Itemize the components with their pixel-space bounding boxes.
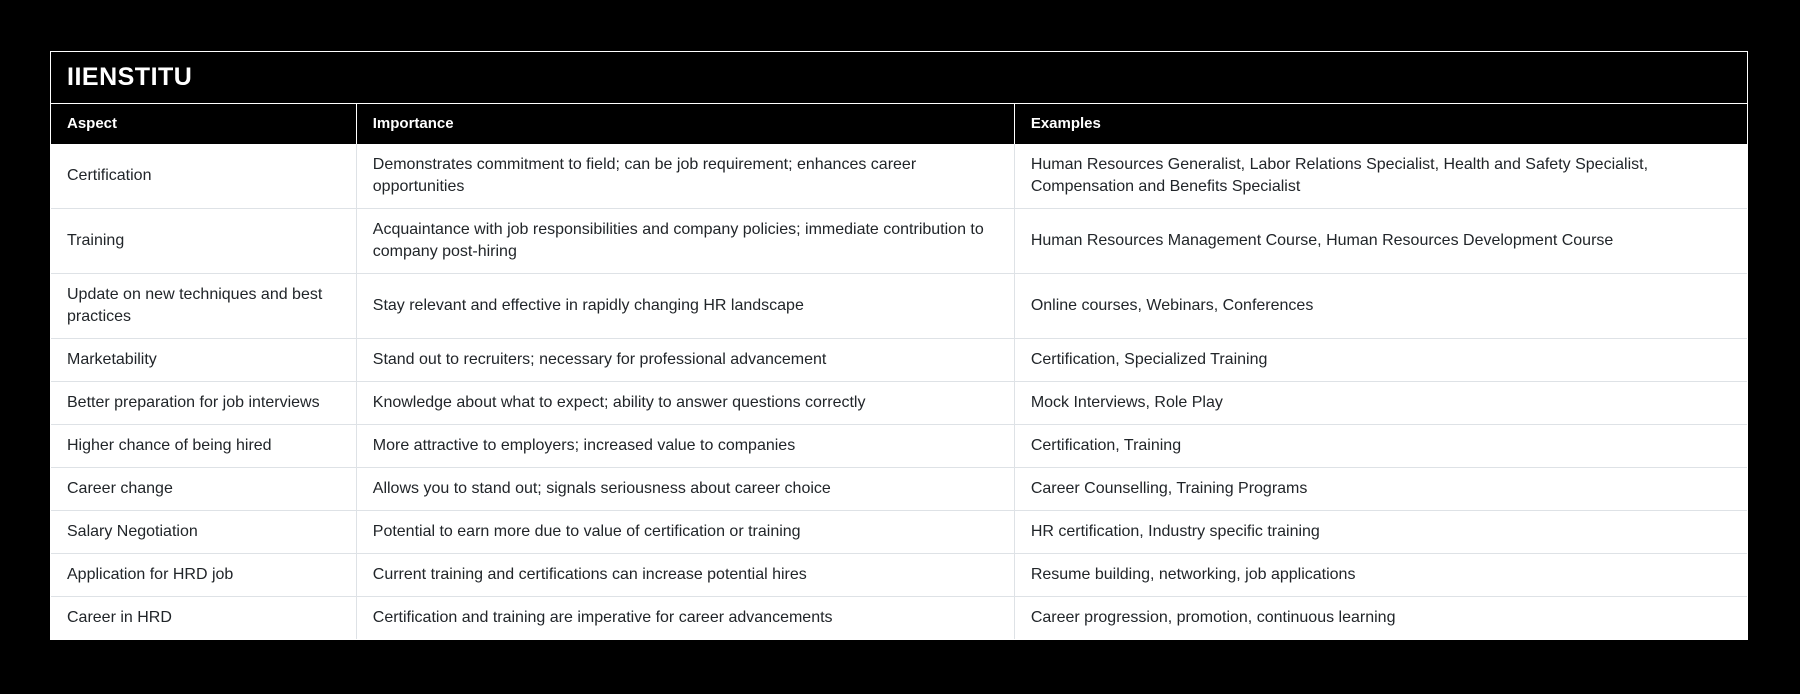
cell-examples: Human Resources Management Course, Human… (1013, 208, 1747, 274)
table-row: Salary Negotiation Potential to earn more… (51, 510, 1747, 554)
cell-importance: Acquaintance with job responsibilities a… (355, 208, 1015, 274)
table-row: Update on new techniques and best practi… (51, 273, 1747, 339)
cell-importance: Stay relevant and effective in rapidly c… (355, 273, 1015, 339)
table-card: IIENSTITU Aspect Importance Examples Cer… (50, 51, 1748, 640)
table-row: Training Acquaintance with job responsibi… (51, 208, 1747, 274)
cell-aspect: Certification (51, 144, 357, 209)
table-row: Career change Allows you to stand out; si… (51, 467, 1747, 511)
cell-importance: Allows you to stand out; signals serious… (355, 467, 1015, 511)
cell-aspect: Training (51, 208, 357, 274)
cell-aspect: Career in HRD (51, 596, 357, 639)
cell-aspect: Career change (51, 467, 357, 511)
cell-importance: Knowledge about what to expect; ability … (355, 381, 1015, 425)
table-row: Application for HRD job Current training … (51, 553, 1747, 597)
cell-examples: Certification, Specialized Training (1013, 338, 1747, 382)
cell-importance: Demonstrates commitment to field; can be… (355, 144, 1015, 209)
cell-aspect: Application for HRD job (51, 553, 357, 597)
hr-benefits-table: Aspect Importance Examples Certification… (51, 104, 1747, 639)
cell-aspect: Salary Negotiation (51, 510, 357, 554)
cell-examples: Career Counselling, Training Programs (1013, 467, 1747, 511)
table-row: Marketability Stand out to recruiters; ne… (51, 338, 1747, 382)
cell-aspect: Higher chance of being hired (51, 424, 357, 468)
cell-importance: Certification and training are imperativ… (355, 596, 1015, 639)
cell-examples: Online courses, Webinars, Conferences (1013, 273, 1747, 339)
cell-examples: Mock Interviews, Role Play (1013, 381, 1747, 425)
cell-aspect: Marketability (51, 338, 357, 382)
column-header-examples: Examples (1013, 104, 1747, 144)
cell-examples: Career progression, promotion, continuou… (1013, 596, 1747, 639)
cell-importance: Potential to earn more due to value of c… (355, 510, 1015, 554)
table-header-row: Aspect Importance Examples (51, 104, 1747, 144)
brand-title: IIENSTITU (67, 63, 193, 91)
column-header-importance: Importance (355, 104, 1015, 144)
table-row: Better preparation for job interviews Kno… (51, 381, 1747, 425)
table-row: Certification Demonstrates commitment to … (51, 144, 1747, 209)
table-row: Career in HRD Certification and training … (51, 596, 1747, 639)
cell-importance: Current training and certifications can … (355, 553, 1015, 597)
cell-examples: Certification, Training (1013, 424, 1747, 468)
cell-examples: Human Resources Generalist, Labor Relati… (1013, 144, 1747, 209)
cell-importance: Stand out to recruiters; necessary for p… (355, 338, 1015, 382)
brand-header: IIENSTITU (51, 52, 1747, 104)
table-row: Higher chance of being hired More attract… (51, 424, 1747, 468)
cell-examples: Resume building, networking, job applica… (1013, 553, 1747, 597)
cell-aspect: Update on new techniques and best practi… (51, 273, 357, 339)
cell-importance: More attractive to employers; increased … (355, 424, 1015, 468)
table-body: Certification Demonstrates commitment to … (51, 144, 1747, 639)
column-header-aspect: Aspect (51, 104, 357, 144)
cell-aspect: Better preparation for job interviews (51, 381, 357, 425)
cell-examples: HR certification, Industry specific trai… (1013, 510, 1747, 554)
